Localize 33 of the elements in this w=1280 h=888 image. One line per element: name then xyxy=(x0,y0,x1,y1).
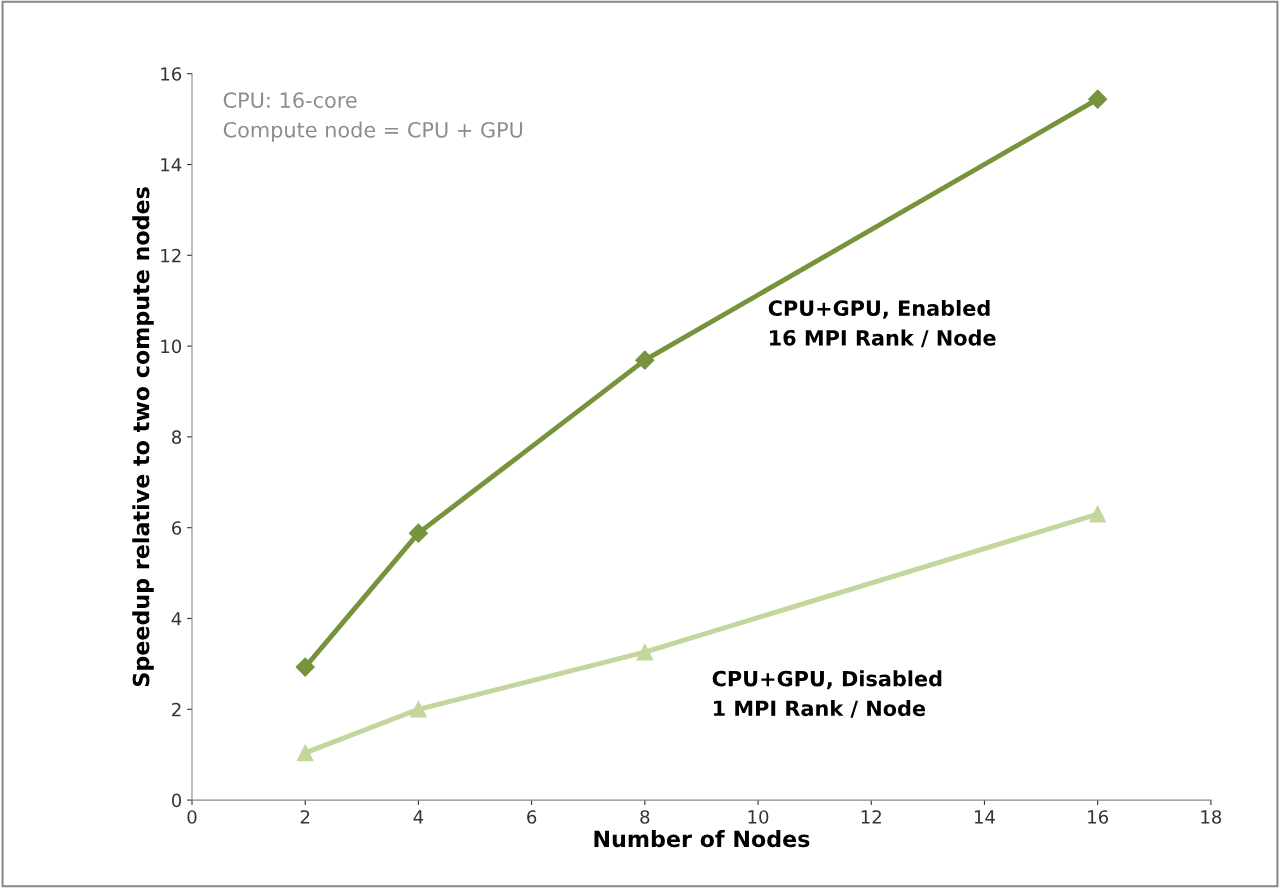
y-tick-label: 12 xyxy=(161,248,181,263)
x-axis-title: Number of Nodes xyxy=(594,830,810,848)
x-tick-label: 16 xyxy=(1088,810,1109,824)
y-tick-label: 10 xyxy=(161,339,182,354)
x-tick-label: 6 xyxy=(527,810,537,824)
y-tick-label: 4 xyxy=(171,612,182,626)
y-tick-label: 6 xyxy=(172,521,182,535)
y-tick-label: 14 xyxy=(161,158,182,172)
series-label: CPU+GPU, Disabled 1 MPI Rank / Node xyxy=(712,670,942,718)
point xyxy=(408,523,428,543)
x-tick-label: 0 xyxy=(187,810,197,824)
series-label: CPU+GPU, Enabled 16 MPI Rank / Node xyxy=(768,299,996,348)
point xyxy=(1088,89,1108,109)
x-tick-label: 14 xyxy=(974,810,995,824)
annotation: Compute node = CPU + GPU xyxy=(223,121,523,142)
x-tick-label: 10 xyxy=(748,810,769,824)
annotation: CPU: 16-core xyxy=(223,92,357,108)
y-tick-label: 2 xyxy=(172,702,181,717)
y-tick-label: 16 xyxy=(161,67,182,81)
point xyxy=(410,700,427,718)
x-tick-label: 8 xyxy=(640,810,650,824)
x-tick-label: 18 xyxy=(1201,810,1222,824)
point xyxy=(636,643,654,661)
x-tick-label: 12 xyxy=(861,810,881,824)
point xyxy=(1089,505,1107,523)
x-tick-label: 4 xyxy=(413,810,424,824)
y-axis-title: Speedup relative to two compute nodes xyxy=(132,187,154,687)
point xyxy=(296,744,314,762)
y-tick-label: 0 xyxy=(171,793,182,808)
point xyxy=(635,350,655,370)
point xyxy=(295,657,315,677)
x-tick-label: 2 xyxy=(300,810,310,824)
y-tick-label: 8 xyxy=(172,430,182,445)
